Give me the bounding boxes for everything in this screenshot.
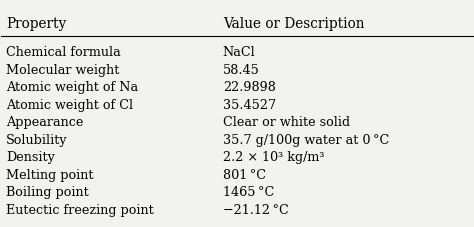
Text: 35.7 g/100g water at 0 °C: 35.7 g/100g water at 0 °C [223, 134, 389, 147]
Text: −21.12 °C: −21.12 °C [223, 204, 289, 217]
Text: NaCl: NaCl [223, 46, 255, 59]
Text: 2.2 × 10³ kg/m³: 2.2 × 10³ kg/m³ [223, 151, 324, 164]
Text: Chemical formula: Chemical formula [6, 46, 121, 59]
Text: Eutectic freezing point: Eutectic freezing point [6, 204, 154, 217]
Text: Solubility: Solubility [6, 134, 68, 147]
Text: 58.45: 58.45 [223, 64, 260, 77]
Text: Property: Property [6, 17, 66, 31]
Text: Clear or white solid: Clear or white solid [223, 116, 350, 129]
Text: 1465 °C: 1465 °C [223, 186, 274, 199]
Text: 35.4527: 35.4527 [223, 99, 276, 112]
Text: Atomic weight of Na: Atomic weight of Na [6, 81, 138, 94]
Text: Appearance: Appearance [6, 116, 83, 129]
Text: 801 °C: 801 °C [223, 169, 266, 182]
Text: Boiling point: Boiling point [6, 186, 89, 199]
Text: 22.9898: 22.9898 [223, 81, 276, 94]
Text: Value or Description: Value or Description [223, 17, 365, 31]
Text: Density: Density [6, 151, 55, 164]
Text: Melting point: Melting point [6, 169, 93, 182]
Text: Atomic weight of Cl: Atomic weight of Cl [6, 99, 133, 112]
Text: Molecular weight: Molecular weight [6, 64, 119, 77]
